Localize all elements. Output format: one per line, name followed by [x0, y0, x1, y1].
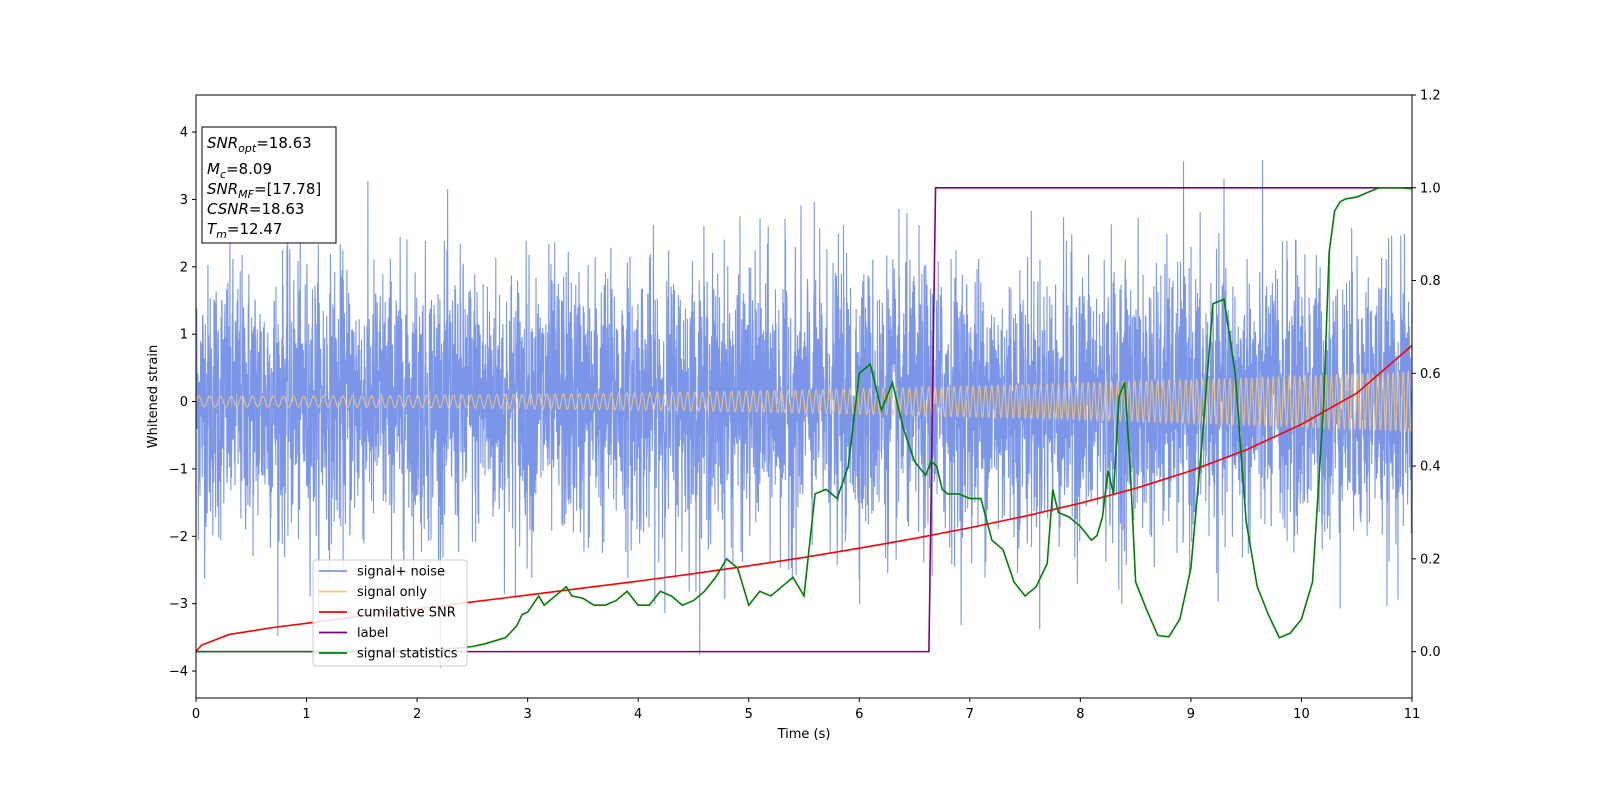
bottom-axis: 0 1 2 3 4 5 6 7 8 9 10 11	[192, 698, 1420, 722]
x-tick-label: 4	[634, 707, 642, 722]
right-axis: 1.2 1.0 0.8 0.6 0.4 0.2 0.0	[1412, 89, 1441, 660]
legend-label: signal only	[357, 585, 427, 600]
info-box: SNRopt=18.63 Mc=8.09SNRMF=[17.78]CSNR=18.…	[201, 126, 337, 244]
y2-tick-label: 1.0	[1420, 181, 1441, 196]
series-cumulative-snr	[195, 344, 1413, 653]
y-tick-label: 0	[180, 395, 188, 410]
legend-label: cumilative SNR	[357, 606, 456, 621]
y-tick-label: 3	[180, 193, 188, 208]
x-tick-label: 10	[1293, 707, 1310, 722]
y2-tick-label: 0.8	[1420, 274, 1441, 289]
info-line: Tm=12.47	[207, 220, 282, 241]
y2-tick-label: 1.2	[1420, 89, 1441, 104]
x-tick-label: 9	[1187, 707, 1195, 722]
info-box-frame	[201, 126, 337, 244]
legend-frame	[312, 559, 468, 667]
y-tick-label: −3	[169, 597, 188, 612]
series-layer	[195, 160, 1413, 668]
y-tick-label: 4	[180, 126, 188, 141]
legend: signal+ noise signal only cumilative SNR la…	[312, 559, 468, 667]
info-line: SNRopt=18.63	[207, 134, 312, 155]
info-line: Mc=8.09	[207, 160, 272, 181]
y-tick-label: 1	[180, 328, 188, 343]
legend-label: signal statistics	[357, 647, 458, 662]
x-axis-label: Time (s)	[777, 727, 831, 742]
y-tick-label: 2	[180, 260, 188, 275]
x-tick-label: 5	[745, 707, 753, 722]
x-tick-label: 0	[192, 707, 200, 722]
x-tick-label: 2	[413, 707, 421, 722]
y2-tick-label: 0.4	[1420, 460, 1441, 475]
plot-frame	[195, 94, 1413, 699]
y-tick-label: −1	[169, 462, 188, 477]
y2-tick-label: 0.2	[1420, 552, 1441, 567]
x-tick-label: 7	[966, 707, 974, 722]
series-label	[196, 186, 1412, 653]
left-axis: 4 3 2 1 0 −1 −2 −3 −4	[169, 126, 196, 680]
x-tick-label: 1	[302, 707, 310, 722]
legend-label: signal+ noise	[357, 565, 445, 580]
info-line: CSNR=18.63	[207, 200, 304, 218]
y-tick-label: −2	[169, 530, 188, 545]
x-tick-label: 6	[855, 707, 863, 722]
y-axis-label: Whitened strain	[146, 345, 161, 448]
x-tick-label: 3	[523, 707, 531, 722]
series-signal-only	[195, 370, 1413, 432]
info-line: SNRMF=[17.78]	[207, 180, 321, 201]
y-tick-label: −4	[169, 665, 188, 680]
y2-tick-label: 0.0	[1420, 645, 1441, 660]
x-tick-label: 11	[1404, 707, 1421, 722]
series-signal-statistics	[196, 186, 1413, 653]
x-tick-label: 8	[1076, 707, 1084, 722]
legend-label: label	[357, 626, 388, 641]
y2-tick-label: 0.6	[1420, 367, 1441, 382]
